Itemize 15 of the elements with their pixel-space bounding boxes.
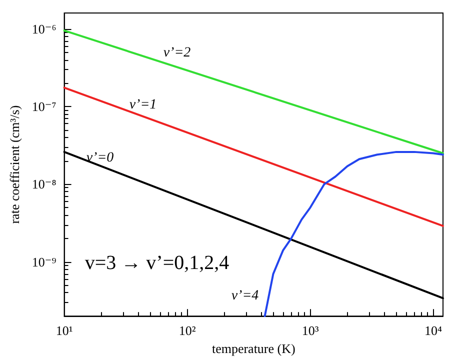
y-axis-title: rate coefficient (cm³/s): [7, 105, 22, 224]
annotation: v=3 → v’=0,1,2,4: [84, 252, 230, 274]
x-tick-label: 10³: [302, 323, 319, 338]
y-tick-label: 10⁻⁹: [32, 254, 57, 270]
x-axis-title: temperature (K): [212, 341, 296, 356]
annotation: v’=2: [163, 46, 191, 60]
y-tick-label: 10⁻⁸: [32, 176, 57, 192]
annotation: v’=0: [86, 150, 114, 166]
x-tick-label: 10⁴: [424, 323, 442, 338]
y-tick-label: 10⁻⁶: [32, 21, 56, 36]
annotation: v’=4: [231, 288, 259, 304]
annotation: v’=1: [129, 98, 157, 112]
y-tick-label: 10⁻⁷: [32, 99, 56, 114]
x-tick-label: 10¹: [56, 323, 73, 338]
x-tick-label: 10²: [178, 323, 196, 338]
